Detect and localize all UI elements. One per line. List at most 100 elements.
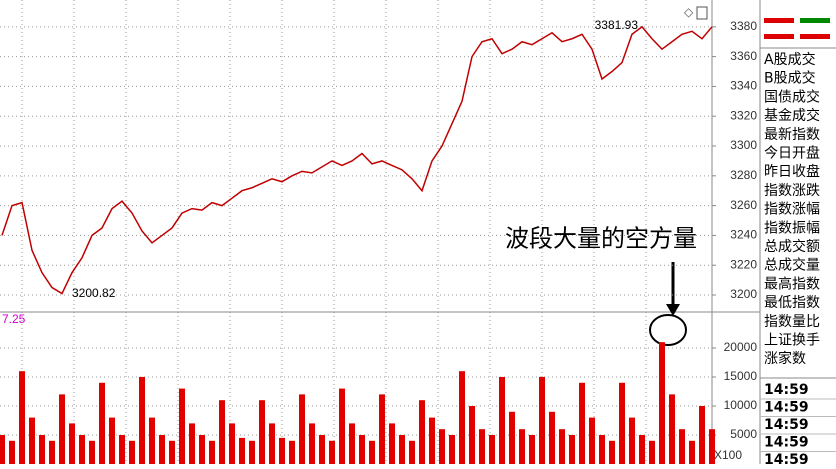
volume-bar [279, 437, 285, 464]
volume-bar [619, 382, 625, 464]
volume-bar [679, 429, 685, 464]
volume-bar [389, 423, 395, 464]
y-tick-label: 3280 [730, 168, 757, 182]
sidebar-time: 14:59 [764, 435, 809, 451]
volume-bar [319, 434, 325, 464]
volume-bar [429, 417, 435, 464]
volume-bar [669, 394, 675, 464]
sidebar-label: 上证换手 [764, 332, 820, 349]
volume-bar [69, 423, 75, 464]
sidebar-time: 14:59 [764, 382, 809, 398]
sidebar: A股成交 B股成交国债成交基金成交最新指数今日开盘昨日收盘指数涨跌指数涨幅指数振幅… [760, 18, 836, 469]
y-tick-label: 3340 [730, 79, 757, 93]
volume-bar [229, 423, 235, 464]
y-tick-label: 15000 [724, 369, 758, 383]
sidebar-label: 总成交量 [764, 257, 820, 274]
y-tick-label: 20000 [724, 340, 758, 354]
volume-bar [159, 434, 165, 464]
volume-bar [9, 440, 15, 464]
volume-bar [189, 423, 195, 464]
sidebar-label: 指数量比 [764, 314, 820, 330]
volume-bar [249, 440, 255, 464]
annotation: 波段大量的空方量 [505, 225, 697, 253]
y-tick-label: 3360 [730, 49, 757, 63]
volume-bar [109, 417, 115, 464]
y-tick-label: 3300 [730, 138, 757, 152]
volume-bar [359, 434, 365, 464]
sidebar-time: 14:59 [764, 400, 809, 416]
y-tick-label: 3320 [730, 108, 757, 122]
y-tick-label: 3260 [730, 198, 757, 212]
volume-bar [449, 434, 455, 464]
highlight-ellipse [649, 314, 687, 346]
volume-bar [349, 423, 355, 464]
volume-bar [709, 429, 715, 464]
volume-bar [699, 405, 705, 464]
side-bar-red [764, 34, 794, 39]
sidebar-label: 指数涨幅 [764, 202, 820, 218]
volume-bar [339, 388, 345, 464]
volume-bar [689, 440, 695, 464]
volume-bar [399, 434, 405, 464]
sidebar-label: 基金成交 [764, 107, 820, 124]
sidebar-label: 最低指数 [764, 295, 820, 311]
y-tick-label: 3240 [730, 228, 757, 242]
volume-bar [39, 434, 45, 464]
indicator-label: 7.25 [2, 312, 26, 326]
volume-bar [19, 371, 25, 464]
sidebar-label: 最新指数 [764, 127, 820, 143]
sidebar-label: 国债成交 [764, 88, 820, 105]
price-line [1, 25, 713, 295]
icon-diamond[interactable]: ◇ [684, 5, 694, 19]
volume-bar [559, 429, 565, 464]
volume-bar [629, 417, 635, 464]
volume-bar [149, 417, 155, 464]
volume-bar [649, 440, 655, 464]
volume-bar [89, 440, 95, 464]
sidebar-label: 涨家数 [764, 350, 806, 367]
low-label: 3200.82 [72, 286, 116, 300]
volume-bar [599, 434, 605, 464]
sidebar-label: 指数振幅 [764, 220, 820, 236]
volume-bar [309, 423, 315, 464]
sidebar-time: 14:59 [764, 417, 809, 433]
volume-bar [499, 376, 505, 464]
y-tick-label: 10000 [724, 398, 758, 412]
high-label: 3381.93 [595, 18, 639, 32]
volume-bar [139, 376, 145, 464]
volume-bar [199, 434, 205, 464]
volume-bar [99, 382, 105, 464]
y-tick-label: 5000 [730, 427, 757, 441]
y-tick-label: 3200 [730, 287, 757, 301]
volume-bar [579, 382, 585, 464]
volume-bar [409, 440, 415, 464]
volume-bar [539, 376, 545, 464]
volume-bar [209, 440, 215, 464]
icon-window[interactable] [696, 6, 708, 20]
volume-bar [129, 440, 135, 464]
volume-bar [49, 440, 55, 464]
volume-bar [529, 434, 535, 464]
volume-bar [489, 434, 495, 464]
volume-bar [609, 440, 615, 464]
sidebar-label: A股成交 [764, 51, 816, 68]
side-bar-red [800, 34, 830, 39]
volume-bar [589, 417, 595, 464]
vertical-grid [21, 0, 647, 464]
volume-bar [519, 429, 525, 464]
volume-bar [259, 400, 265, 464]
side-bar-green [800, 18, 830, 23]
sidebar-time: 14:59 [764, 452, 809, 464]
volume-bar [419, 400, 425, 464]
sidebar-label: 总成交额 [764, 238, 820, 255]
volume-bar [549, 411, 555, 464]
volume-bar [29, 417, 35, 464]
volume-bar [569, 434, 575, 464]
volume-bar [639, 434, 645, 464]
volume-bar [369, 440, 375, 464]
volume-bar [59, 394, 65, 464]
volume-bar [659, 342, 665, 464]
volume-bar [269, 423, 275, 464]
unit-label: X100 [714, 448, 742, 462]
